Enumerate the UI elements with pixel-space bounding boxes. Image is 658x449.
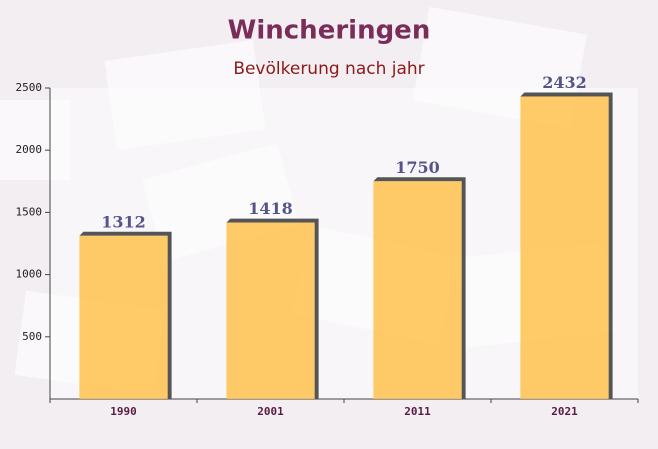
y-tick-label: 2000 [16,143,43,156]
y-tick-label: 500 [22,330,42,343]
bar [226,222,315,399]
y-tick-label: 2500 [16,81,43,94]
x-tick-label: 2021 [551,405,578,418]
value-label: 1312 [101,212,146,231]
x-tick-label: 2011 [404,405,431,418]
chart-title: Wincheringen [228,16,431,46]
y-tick-label: 1000 [16,268,43,281]
y-tick-label: 1500 [16,205,43,218]
bar [79,235,168,399]
x-tick-label: 1990 [110,405,137,418]
bar [520,96,609,399]
bar [373,181,462,399]
x-tick-label: 2001 [257,405,284,418]
value-label: 1418 [248,199,293,218]
value-label: 2432 [542,73,587,92]
value-label: 1750 [395,158,440,177]
chart-subtitle: Bevölkerung nach jahr [233,59,424,79]
